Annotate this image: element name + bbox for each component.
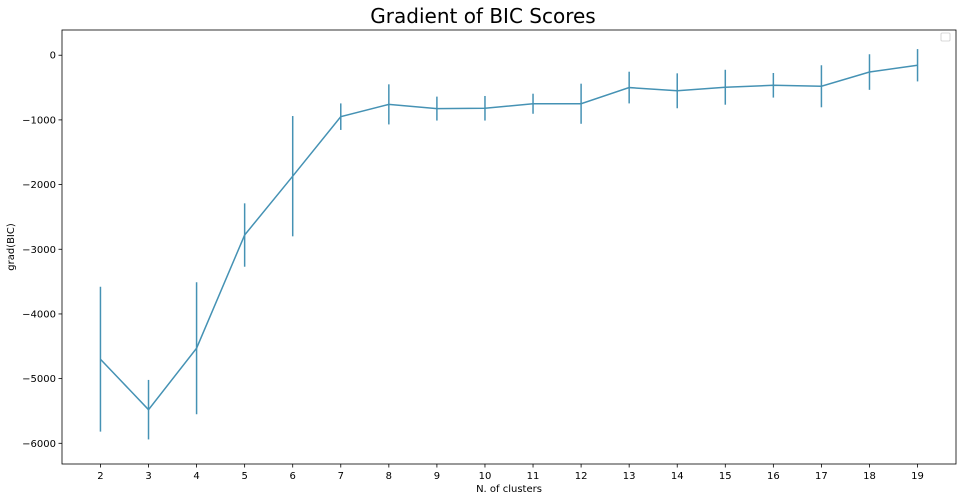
x-tick-label: 9 — [434, 471, 440, 482]
x-tick-label: 8 — [386, 471, 392, 482]
x-tick-label: 13 — [623, 471, 636, 482]
plot-area-frame — [61, 29, 957, 465]
y-tick-label: −2000 — [22, 180, 56, 191]
y-tick-label: −5000 — [22, 374, 56, 385]
empty-legend — [940, 32, 951, 42]
x-tick-label: 19 — [911, 471, 924, 482]
x-tick-label: 5 — [241, 471, 247, 482]
y-tick-label: −6000 — [22, 439, 56, 450]
y-tick-label: −3000 — [22, 245, 56, 256]
y-axis-label: grad(BIC) — [6, 223, 17, 271]
x-axis-label: N. of clusters — [476, 484, 542, 495]
x-tick-label: 6 — [290, 471, 296, 482]
x-tick-label: 18 — [863, 471, 876, 482]
y-axis: 0 −1000 −2000 −3000 −4000 −5000 −6000 — [22, 51, 62, 450]
x-tick-label: 17 — [815, 471, 828, 482]
x-tick-label: 4 — [193, 471, 199, 482]
chart-title: Gradient of BIC Scores — [370, 4, 595, 28]
x-axis: 2 3 4 5 6 7 8 9 10 11 12 13 14 15 16 17 18 19 — [97, 464, 924, 482]
error-bars — [99, 49, 919, 440]
y-tick-label: −4000 — [22, 309, 56, 320]
x-tick-label: 15 — [719, 471, 732, 482]
x-tick-label: 11 — [527, 471, 540, 482]
x-tick-label: 2 — [97, 471, 103, 482]
y-tick-label: −1000 — [22, 115, 56, 126]
x-tick-label: 14 — [671, 471, 684, 482]
y-tick-label: 0 — [50, 51, 56, 62]
x-tick-label: 10 — [479, 471, 492, 482]
x-tick-label: 7 — [338, 471, 344, 482]
series-line — [99, 64, 918, 411]
x-tick-label: 16 — [767, 471, 780, 482]
x-tick-label: 12 — [575, 471, 588, 482]
x-tick-label: 3 — [145, 471, 151, 482]
